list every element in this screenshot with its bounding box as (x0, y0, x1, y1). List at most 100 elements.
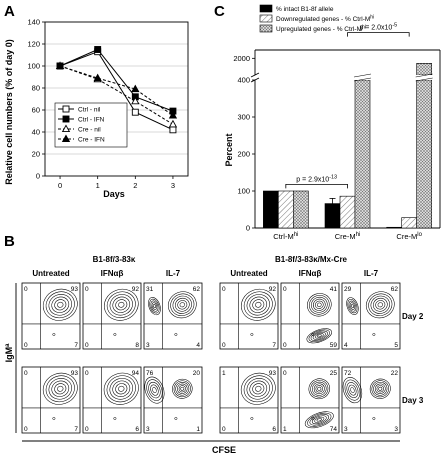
contour-cluster-upper-right (177, 383, 188, 394)
contour-cluster-upper-right (109, 294, 133, 316)
contour-plot-frame (21, 282, 81, 350)
contour-cluster-upper-right (378, 386, 383, 391)
contour-outlier (113, 333, 117, 336)
condition-label: IFNαβ (299, 269, 322, 278)
contour-cluster-upper-right (179, 302, 185, 308)
contour-cluster-lower-right (310, 330, 328, 341)
contour-cluster-upper-right (255, 385, 262, 392)
contour-cluster-upper-right (313, 298, 326, 311)
contour-cluster-lower-right (314, 416, 325, 423)
condition-label: IL-7 (364, 269, 379, 278)
panel-c-bar (339, 195, 356, 229)
contour-cluster-upper-left (148, 381, 161, 399)
panel-a-data-point (131, 96, 140, 105)
contour-cluster-upper-right (252, 383, 265, 395)
contour-cluster-lower-right (316, 418, 322, 422)
quadrant-value-lower-right: 1 (196, 426, 200, 433)
contour-cluster-lower-right (311, 415, 327, 425)
contour-plot: 0 93 0 7 (21, 282, 81, 350)
contour-outlier (52, 417, 56, 420)
contour-cluster-upper-right (42, 372, 78, 405)
quadrant-value-lower-left: 0 (283, 342, 287, 349)
row-label-day: Day 3 (402, 396, 424, 405)
contour-cluster-upper-right (252, 299, 265, 311)
quadrant-value-lower-right: 3 (394, 426, 398, 433)
quadrant-value-lower-left: 0 (85, 342, 89, 349)
contour-plot-frame (82, 282, 142, 350)
panel-c-bar (293, 190, 309, 229)
contour-cluster-upper-left (349, 302, 356, 310)
quadrant-value-upper-left: 0 (283, 286, 287, 293)
contour-cluster-upper-right (48, 294, 72, 316)
contour-cluster-upper-right (311, 296, 328, 313)
contour-cluster-upper-right (51, 296, 70, 313)
panel-c-category-label: Cre-Mlo (396, 232, 422, 241)
contour-cluster-upper-right (48, 378, 72, 400)
contour-cluster-upper-right (180, 386, 185, 391)
panel-a-series-line-1 (59, 48, 174, 112)
contour-plot-frame (143, 366, 203, 434)
contour-outlier (250, 417, 254, 420)
contour-cluster-upper-right (103, 372, 139, 405)
contour-cluster-upper-right (172, 378, 193, 399)
contour-cluster-upper-right (45, 291, 75, 319)
panel-c-bar-chart: Percent 0 100 200 300 400 2000 Ctrl-Mhi Cre-Mhi… (224, 4, 441, 241)
contour-cluster-upper-right (373, 381, 388, 396)
contour-cluster-upper-right (249, 380, 268, 397)
contour-plot: 29 62 4 5 (341, 282, 401, 350)
panel-a-y-tick-label: 20 (32, 150, 40, 159)
panel-c-p-value: p = 2.9x10-13 (296, 174, 337, 183)
quadrant-value-upper-left: 0 (85, 370, 89, 377)
panel-c-y-tick-label: 200 (237, 150, 250, 159)
contour-outlier (52, 333, 56, 336)
quadrant-value-lower-right: 8 (135, 342, 139, 349)
contour-cluster-upper-right (374, 383, 386, 394)
contour-cluster-upper-right (178, 385, 186, 393)
contour-cluster-upper-right (177, 300, 188, 310)
contour-cluster-upper-right (109, 378, 134, 400)
contour-cluster-upper-left (150, 384, 159, 396)
panel-c-axis-break-mark (250, 72, 260, 78)
panel-c-y-tick-label: 100 (237, 187, 250, 196)
contour-cluster-upper-right (246, 294, 270, 316)
contour-cluster-upper-right (310, 380, 329, 398)
panel-a-letter: A (4, 3, 15, 20)
quadrant-value-upper-right: 92 (132, 286, 140, 293)
panel-a-data-point (168, 119, 178, 128)
contour-cluster-upper-left (350, 387, 355, 393)
quadrant-value-lower-right: 7 (272, 342, 276, 349)
contour-cluster-upper-right (369, 378, 391, 399)
panel-a-y-tick-label: 0 (36, 172, 40, 181)
quadrant-value-upper-right: 62 (193, 286, 201, 293)
quadrant-value-upper-left: 0 (24, 286, 28, 293)
contour-cluster-upper-right (112, 380, 131, 397)
contour-cluster-upper-right (368, 293, 393, 316)
contour-cluster-upper-right (308, 295, 330, 315)
contour-cluster-upper-right (54, 299, 67, 311)
quadrant-value-upper-left: 0 (283, 370, 287, 377)
panel-a-series-line-2 (59, 65, 174, 125)
contour-plot: 76 20 3 1 (143, 366, 203, 434)
panel-c-bar-break-gap (354, 75, 371, 80)
panel-a-x-axis-title: Days (103, 189, 125, 199)
panel-a-legend-entry: Cre - IFN (78, 137, 105, 144)
quadrant-value-upper-left: 0 (24, 370, 28, 377)
contour-cluster-upper-left (342, 377, 363, 404)
panel-c-y-tick-label: 0 (246, 224, 250, 233)
contour-cluster-upper-right (112, 296, 131, 313)
quadrant-value-upper-left: 72 (344, 370, 352, 377)
contour-cluster-upper-right (375, 300, 386, 310)
contour-cluster-upper-right (54, 383, 67, 395)
panel-c-bar-break-mark (415, 77, 433, 82)
contour-cluster-upper-left (348, 384, 357, 396)
contour-plot-frame (82, 366, 142, 434)
contour-outlier (250, 333, 254, 336)
panel-a-plot-frame (44, 21, 189, 177)
contour-cluster-upper-right (365, 291, 395, 319)
panel-c-legend-entry: % intact B1-8f allele (276, 6, 334, 13)
contour-plot-frame (21, 366, 81, 434)
contour-cluster-upper-right (115, 299, 128, 311)
quadrant-value-upper-right: 62 (391, 286, 399, 293)
panel-a-data-point (169, 126, 177, 134)
